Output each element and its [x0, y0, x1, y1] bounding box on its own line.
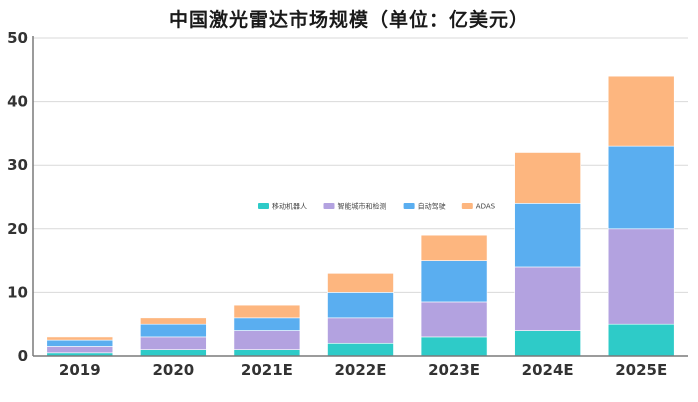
bar-2025E-series-3: [607, 75, 675, 147]
bar-2023E-series-3: [420, 234, 488, 261]
bars-layer: [46, 75, 675, 357]
bar-2021E-series-1: [233, 330, 301, 350]
legend-label-3: ADAS: [476, 203, 496, 211]
chart-title: 中国激光雷达市场规模（单位：亿美元）: [168, 9, 529, 31]
x-tick-label-2020: 2020: [152, 361, 194, 379]
bar-2022E-series-3: [327, 273, 394, 293]
bar-2020-series-2: [140, 323, 207, 338]
bar-2024E-series-3: [514, 152, 581, 204]
grid-layer: [33, 37, 688, 293]
y-tick-label-40: 40: [7, 93, 28, 111]
bar-2022E-series-0: [327, 342, 394, 357]
bar-2021E-series-0: [233, 349, 301, 357]
bar-2024E-series-1: [514, 266, 581, 331]
bar-2019-series-3: [46, 336, 114, 341]
y-tick-label-30: 30: [7, 156, 28, 174]
bar-2019-series-2: [46, 339, 114, 347]
bar-2019-series-1: [46, 346, 114, 354]
bar-2023E-series-2: [420, 260, 488, 303]
legend: 移动机器人 智能城市和检测 自动驾驶 ADAS: [258, 202, 496, 211]
legend-label-1: 智能城市和检测: [338, 202, 387, 211]
bar-2021E-series-3: [233, 304, 301, 319]
y-tick-label-20: 20: [7, 220, 28, 238]
axis-layer: 0 10 20 30 40 50 2019 2020 2021E 2022E 2023E 2024E 2…: [7, 29, 688, 379]
bar-2023E-series-1: [420, 301, 488, 338]
legend-label-0: 移动机器人: [272, 202, 307, 211]
bar-2020-series-1: [140, 336, 207, 350]
x-tick-label-2023E: 2023E: [428, 361, 480, 379]
bar-2025E-series-0: [607, 323, 675, 357]
bar-2020-series-0: [140, 349, 207, 357]
x-tick-label-2024E: 2024E: [522, 361, 574, 379]
bar-2020-series-3: [140, 317, 207, 325]
bar-2022E-series-1: [327, 317, 394, 344]
legend-label-2: 自动驾驶: [418, 202, 446, 211]
legend-item-3: ADAS: [461, 203, 496, 211]
legend-swatch-3: [461, 203, 473, 209]
legend-swatch-2: [403, 203, 415, 209]
bar-2021E-series-2: [233, 317, 301, 331]
legend-item-0: 移动机器人: [258, 202, 307, 211]
bar-2023E-series-0: [420, 336, 488, 357]
bar-2024E-series-0: [514, 330, 581, 357]
bar-2024E-series-2: [514, 203, 581, 268]
bar-2022E-series-2: [327, 292, 394, 319]
bar-2025E-series-2: [607, 145, 675, 230]
bar-2025E-series-1: [607, 228, 675, 325]
y-tick-label-10: 10: [7, 283, 28, 301]
y-tick-label-50: 50: [7, 29, 28, 47]
x-tick-label-2019: 2019: [59, 361, 101, 379]
legend-item-2: 自动驾驶: [403, 202, 446, 211]
x-tick-label-2022E: 2022E: [335, 361, 387, 379]
legend-item-1: 智能城市和检测: [323, 202, 387, 211]
x-tick-label-2021E: 2021E: [241, 361, 293, 379]
x-tick-label-2025E: 2025E: [615, 361, 667, 379]
legend-swatch-0: [258, 203, 269, 209]
y-tick-label-0: 0: [18, 347, 28, 365]
legend-swatch-1: [323, 203, 335, 209]
